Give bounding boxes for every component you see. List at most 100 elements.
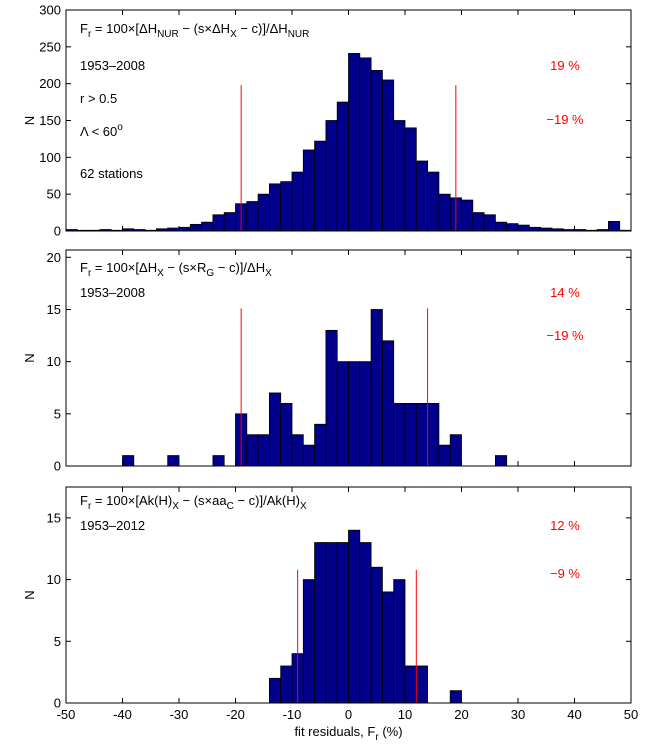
bar — [336, 101, 349, 232]
annotation-part: − c)]/ΔH — [237, 21, 288, 36]
bar — [189, 223, 203, 232]
annotation-part: X — [157, 268, 164, 279]
bar — [314, 542, 327, 704]
x-axis-label-part: r — [375, 732, 379, 743]
bar — [517, 224, 530, 232]
bar — [348, 361, 361, 467]
bar — [381, 340, 395, 467]
bar — [506, 223, 519, 232]
bar — [201, 221, 214, 232]
bar — [223, 212, 236, 232]
x-tick-label: 30 — [511, 707, 525, 722]
bar — [381, 591, 395, 704]
bar — [280, 181, 293, 232]
y-tick-label: 15 — [47, 302, 61, 317]
x-tick-label: -20 — [226, 707, 245, 722]
annotation-part: − (s×R — [164, 260, 207, 275]
bar — [348, 53, 361, 232]
y-tick-label: 300 — [39, 3, 61, 18]
x-tick-label: -50 — [57, 707, 76, 722]
threshold-label: 19 % — [550, 58, 580, 73]
y-axis-label: N — [22, 116, 37, 125]
y-tick-label: 100 — [39, 150, 61, 165]
y-tick-label: 50 — [47, 187, 61, 202]
bar — [302, 444, 315, 467]
bar — [212, 455, 225, 467]
bar — [449, 690, 462, 704]
annotation-part: 62 stations — [80, 166, 143, 181]
y-tick-label: 15 — [47, 510, 61, 525]
y-tick-label: 20 — [47, 250, 61, 265]
annotation-part: X — [230, 29, 237, 40]
threshold-label: −19 % — [546, 112, 584, 127]
bar — [449, 434, 462, 467]
annotation-part: o — [117, 122, 123, 133]
annotation-part: − (s×aa — [179, 493, 227, 508]
x-axis-label: fit residuals, Fr (%) — [294, 724, 402, 743]
annotation-part: − c)]/Ak(H) — [234, 493, 300, 508]
annotation: r > 0.5 — [80, 91, 117, 106]
bar — [280, 665, 293, 704]
annotation-part: = 100×[ΔH — [91, 260, 157, 275]
bar — [325, 120, 338, 232]
bar — [381, 79, 395, 232]
annotation: Fr = 100×[ΔHNUR − (s×ΔHX − c)]/ΔHNUR — [80, 21, 309, 40]
y-tick-label: 10 — [47, 354, 61, 369]
annotation-part: r — [88, 29, 92, 40]
bar — [404, 665, 417, 704]
y-tick-label: 200 — [39, 76, 61, 91]
bar — [415, 665, 428, 704]
annotation-part: F — [80, 493, 88, 508]
annotation: Fr = 100×[Ak(H)X − (s×aaC − c)]/Ak(H)X — [80, 493, 307, 512]
x-tick-label: 50 — [624, 707, 638, 722]
annotation-part: r — [88, 501, 92, 512]
bar — [302, 149, 315, 232]
annotation: 1953–2012 — [80, 518, 145, 533]
annotation-part: = 100×[Ak(H) — [91, 493, 172, 508]
bar — [122, 455, 135, 467]
threshold-label: 12 % — [550, 518, 580, 533]
annotation: Λ < 60o — [80, 122, 123, 139]
y-tick-label: 250 — [39, 39, 61, 54]
y-axis-label: N — [22, 353, 37, 362]
x-tick-label: 40 — [567, 707, 581, 722]
bar — [393, 120, 406, 232]
bar — [291, 434, 304, 467]
bar — [325, 542, 338, 704]
bar — [178, 226, 191, 232]
x-tick-label: 20 — [454, 707, 468, 722]
bar — [404, 402, 417, 467]
annotation-part: 1953–2008 — [80, 58, 145, 73]
bar — [370, 70, 383, 232]
bar — [494, 455, 508, 467]
bar — [257, 434, 270, 467]
annotation-part: r > 0.5 — [80, 91, 117, 106]
annotation-part: 1953–2012 — [80, 518, 145, 533]
bar — [336, 542, 349, 704]
bar — [314, 140, 327, 232]
annotation: 1953–2008 — [80, 285, 145, 300]
bar — [268, 677, 282, 704]
bar — [325, 329, 338, 467]
y-tick-label: 5 — [54, 406, 61, 421]
annotation: Fr = 100×[ΔHX − (s×RG − c)]/ΔHX — [80, 260, 272, 279]
bar — [404, 127, 417, 232]
annotation-part: − (s×ΔH — [179, 21, 230, 36]
x-axis-label-part: (%) — [379, 724, 403, 739]
bar — [494, 221, 508, 232]
y-tick-label: 150 — [39, 113, 61, 128]
bar — [438, 193, 451, 232]
annotation-part: − c)]/ΔH — [214, 260, 265, 275]
annotation-part: X — [172, 501, 179, 512]
annotation-part: F — [80, 21, 88, 36]
bar — [393, 579, 406, 704]
annotation-part: G — [206, 268, 214, 279]
bar — [246, 201, 259, 232]
bar — [415, 160, 428, 232]
annotation: 62 stations — [80, 166, 143, 181]
bar — [257, 193, 270, 232]
annotation-part: F — [80, 260, 88, 275]
bar — [348, 529, 361, 704]
x-tick-label: -30 — [170, 707, 189, 722]
